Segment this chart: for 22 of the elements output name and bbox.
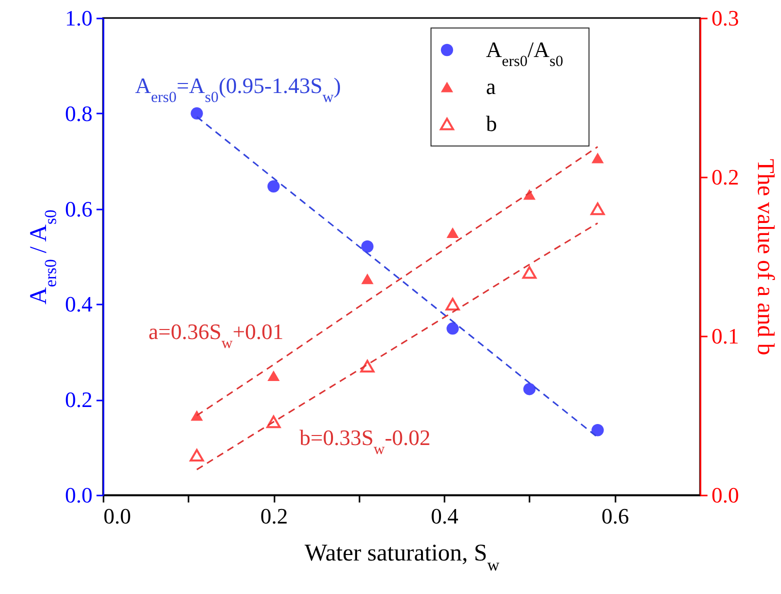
y-tick-label: 0.4 <box>65 292 92 317</box>
annotation: b=0.33S$_{w}$-0.02 <box>299 425 431 458</box>
legend-label: A$_{ers0}$/A$_{s0}$ <box>486 37 564 70</box>
legend-label: a <box>486 74 496 99</box>
y2-axis-title: The value of a and b <box>752 158 778 356</box>
x-tick-label: 0.4 <box>430 504 458 528</box>
y2-tick-label: 0.3 <box>712 6 739 30</box>
y-tick-label: 0.8 <box>65 100 92 126</box>
x-tick-label: 0.2 <box>260 504 288 528</box>
y-tick-label: 0.2 <box>65 387 92 412</box>
y-tick-label: 0.6 <box>65 196 92 222</box>
x-tick-label: 0.6 <box>601 504 629 528</box>
y2-tick-label: 0.0 <box>712 482 739 508</box>
x-tick-label: 0.0 <box>104 504 131 528</box>
legend-label: b <box>486 111 497 136</box>
y-tick-label: 1.0 <box>65 6 92 30</box>
annotation: a=0.36S$_{w}$+0.01 <box>148 319 284 352</box>
y-tick-label: 0.0 <box>65 482 92 508</box>
x-axis-title: Water saturation, S$_{w}$ <box>304 540 500 574</box>
y2-tick-label: 0.1 <box>712 324 739 348</box>
annotation: A$_{ers0}$=A$_{s0}$(0.95-1.43S$_{w}$) <box>135 73 341 106</box>
y2-tick-label: 0.2 <box>712 164 739 190</box>
